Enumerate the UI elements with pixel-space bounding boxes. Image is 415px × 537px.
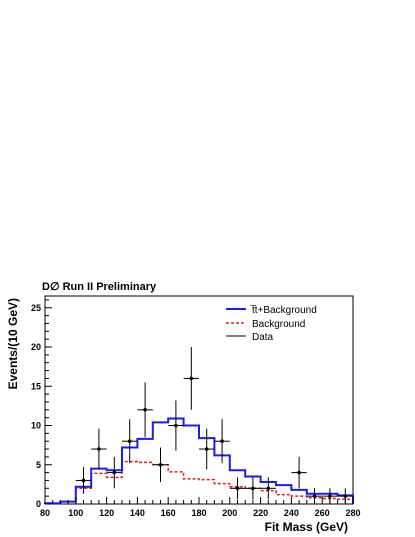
data-point-13 (291, 456, 307, 489)
data-point-10 (229, 477, 246, 500)
data-point-marker (204, 447, 209, 451)
data-point-0 (75, 467, 92, 494)
y-tick-label: 15 (31, 381, 41, 391)
data-point-1 (91, 428, 107, 470)
legend-label-data: Data (252, 332, 274, 343)
data-point-8 (199, 428, 215, 470)
x-tick-label: 200 (222, 508, 237, 518)
data-point-marker (174, 423, 178, 428)
data-point-marker (127, 439, 132, 444)
x-tick-label: 260 (315, 508, 330, 518)
data-point-marker (220, 439, 224, 444)
data-point-marker (97, 447, 101, 451)
x-tick-label: 280 (345, 508, 360, 518)
data-point-6 (168, 400, 184, 451)
data-point-marker (81, 478, 86, 483)
y-tick-label: 25 (31, 303, 41, 313)
legend: t̅t+Background Background Data (226, 304, 317, 343)
data-point-marker (143, 408, 147, 412)
y-tick-label: 20 (31, 342, 41, 352)
x-tick-label: 160 (161, 508, 176, 518)
y-tick-label: 5 (36, 460, 41, 470)
data-point-marker (189, 376, 194, 381)
x-tick-label: 140 (130, 508, 145, 518)
data-point-4 (137, 382, 153, 438)
x-tick-label: 120 (99, 508, 114, 518)
x-tick-label: 240 (284, 508, 299, 518)
data-point-marker (251, 486, 255, 491)
data-point-3 (122, 419, 138, 464)
x-axis-label: Fit Mass (GeV) (265, 520, 348, 534)
series-line-0 (44, 417, 354, 505)
data-point-marker (297, 470, 301, 475)
data-point-marker (266, 486, 271, 491)
data-point-marker (112, 470, 117, 475)
x-tick-label: 100 (68, 508, 83, 518)
data-point-marker (328, 494, 332, 498)
data-points (75, 347, 353, 504)
data-point-marker (235, 486, 240, 491)
legend-label-signal: t̅t+Background (250, 304, 316, 316)
chart-title: D∅ Run II Preliminary (42, 281, 157, 293)
data-point-marker (312, 494, 317, 498)
data-point-7 (183, 347, 199, 410)
data-point-2 (106, 456, 122, 489)
data-point-marker (343, 494, 348, 498)
x-tick-label: 180 (191, 508, 206, 518)
y-tick-label: 10 (31, 421, 41, 431)
histogram-series (44, 417, 354, 505)
data-point-5 (152, 447, 169, 483)
data-point-11 (245, 477, 261, 500)
legend-label-background: Background (252, 319, 305, 330)
y-axis-label: Events/(10 GeV) (6, 298, 20, 389)
data-point-12 (260, 477, 276, 500)
y-tick-label: 0 (36, 499, 41, 509)
x-tick-label: 80 (40, 508, 50, 518)
axis-ticks: 80 100 120 140 160 180 200 220 240 260 280 0 5 10 15 20… (31, 299, 361, 518)
x-tick-label: 220 (253, 508, 268, 518)
data-point-9 (214, 419, 230, 464)
data-point-marker (158, 462, 163, 467)
